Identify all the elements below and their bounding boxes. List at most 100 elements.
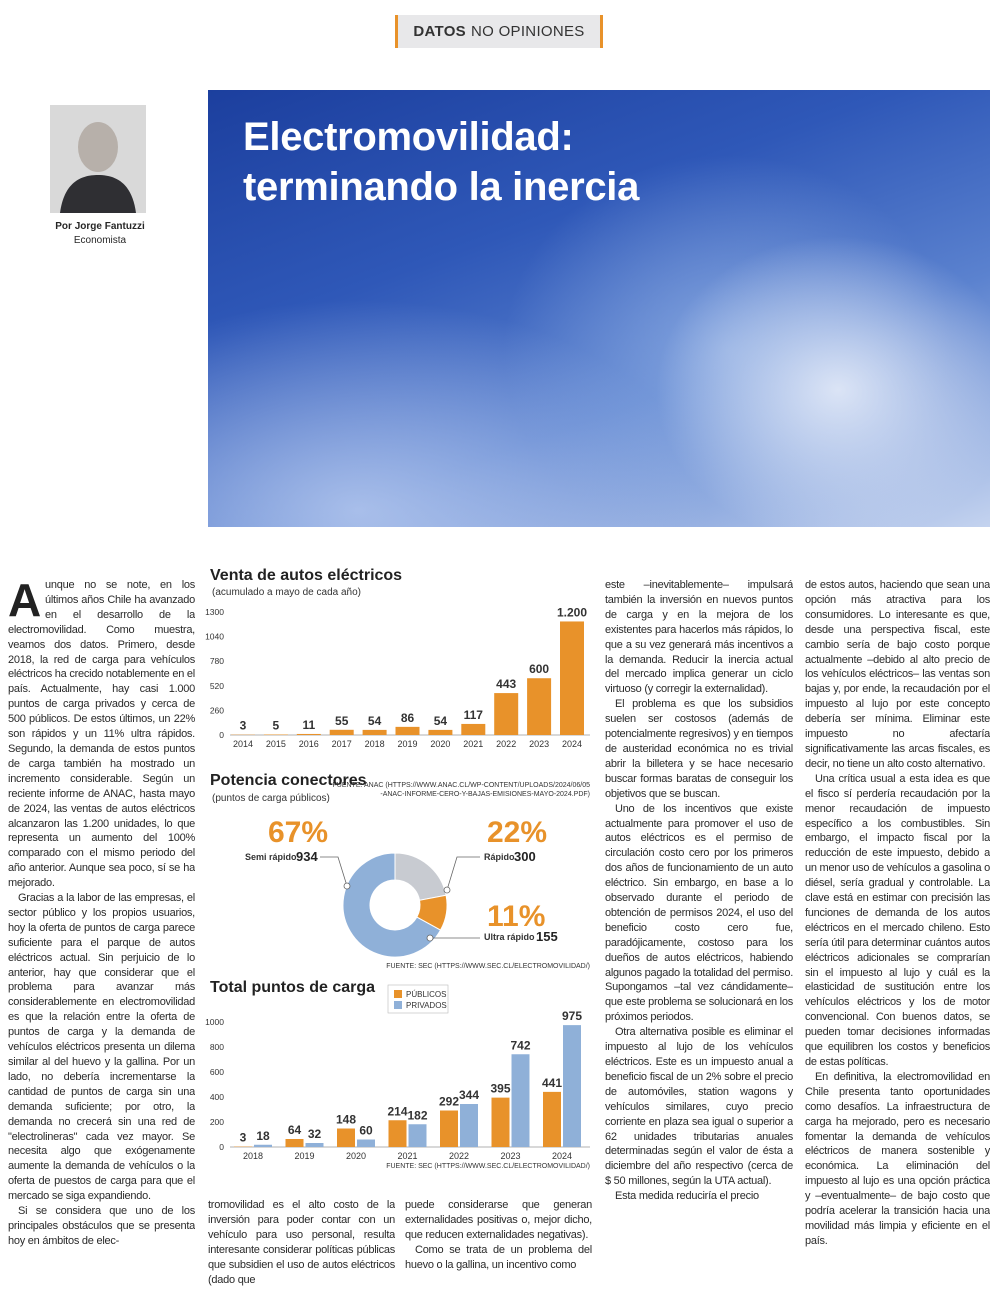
author: Por Jorge Fantuzzi Economista [40,220,160,248]
bar [543,1091,561,1147]
paragraph: Si se considera que uno de los principal… [8,1205,195,1247]
headline-line: Electromovilidad: [243,115,574,159]
paragraph: Gracias a la labor de las empresas, el s… [8,892,195,1203]
chart-source: FUENTE: SEC (HTTPS://WWW.SEC.CL/ELECTROM… [386,1163,590,1170]
count-label: 155 [536,929,558,944]
paragraph: En definitiva, la electromovilidad en Ch… [805,1070,990,1247]
count-label: 934 [296,849,318,864]
x-tick-label: 2020 [430,739,450,749]
section-label: NO OPINIONES [471,23,585,40]
donut-slice [394,852,447,901]
y-tick-label: 520 [210,681,224,691]
bar [560,621,584,735]
hero-image: Electromovilidad: terminando la inercia [208,90,990,527]
value-label: 3 [240,1131,247,1145]
chart-title: Venta de autos eléctricos [210,567,402,584]
category-label: Ultra rápido [484,932,535,942]
author-photo [50,105,146,213]
chart-title: Total puntos de carga [210,979,375,996]
x-tick-label: 2024 [552,1151,572,1161]
value-label: 18 [256,1129,270,1143]
x-tick-label: 2021 [463,739,483,749]
y-tick-label: 1040 [205,632,224,642]
bar [388,1120,407,1147]
y-tick-label: 200 [210,1117,224,1127]
section-header: DATOS NO OPINIONES [395,15,603,48]
value-label: 148 [336,1113,356,1127]
bar [428,729,453,735]
bar [491,1097,510,1147]
paragraph: puede considerarse que generan externali… [405,1199,592,1241]
bar [357,1139,375,1147]
chart-subtitle: (puntos de carga públicos) [212,793,330,804]
value-label: 975 [562,1009,582,1023]
chart-source: FUENTE: ANAC (HTTPS://WWW.ANAC.CL/WP-CON… [333,782,591,789]
value-label: 32 [308,1127,322,1141]
legend-box [387,984,449,1014]
leader-dot [443,886,451,894]
y-tick-label: 800 [210,1042,224,1052]
paragraph: tromovilidad es el alto costo de la inve… [208,1199,395,1286]
value-label: 5 [273,719,280,733]
bar [527,678,552,735]
leader-line [446,856,480,891]
paragraph: este –inevitablemente– impulsará también… [605,579,793,696]
headline-line: terminando la inercia [243,165,640,209]
percent-label: 67% [268,816,328,849]
x-tick-label: 2018 [365,739,385,749]
paragraph: Otra alternativa posible es eliminar el … [605,1026,793,1188]
value-label: 64 [288,1123,302,1137]
bar [337,1128,355,1147]
x-tick-label: 2022 [496,739,516,749]
value-label: 3 [240,719,247,733]
paragraph: El problema es que los subsidios suelen … [605,698,793,800]
y-tick-label: 0 [219,1142,224,1152]
x-tick-label: 2019 [294,1151,314,1161]
paragraph: Como se trata de un problema del huevo o… [405,1243,592,1271]
bar [494,693,519,735]
x-tick-label: 2023 [500,1151,520,1161]
x-tick-label: 2022 [449,1151,469,1161]
y-tick-label: 260 [210,705,224,715]
y-tick-label: 780 [210,656,224,666]
text-column: de estos autos, haciendo que sean una op… [805,578,990,1292]
bar [511,1054,530,1147]
bar [440,1110,458,1147]
legend-label: PÚBLICOS [406,990,446,999]
value-label: 11 [302,718,315,732]
text-column: puede considerarse que generan externali… [405,1198,592,1292]
chart-source: FUENTE: SEC (HTTPS://WWW.SEC.CL/ELECTROM… [386,963,590,970]
x-tick-label: 2016 [299,739,319,749]
y-tick-label: 1000 [205,1017,224,1027]
bar [254,1144,272,1147]
value-label: 742 [510,1038,530,1052]
headline: Electromovilidad: terminando la inercia [243,112,639,212]
section-label-bold: DATOS [413,23,466,40]
value-label: 117 [464,708,484,722]
value-label: 344 [459,1088,479,1102]
value-label: 441 [542,1076,562,1090]
value-label: 214 [387,1104,407,1118]
value-label: 55 [335,714,349,728]
x-tick-label: 2024 [562,739,582,749]
bar [395,726,420,735]
bar [329,729,354,735]
paragraph: unque no se note, en los últimos años Ch… [8,579,195,890]
value-label: 395 [490,1082,510,1096]
legend-label: PRIVADOS [406,1001,447,1010]
x-tick-label: 2015 [266,739,286,749]
value-label: 292 [439,1095,459,1109]
bar [296,733,321,735]
x-tick-label: 2014 [233,739,253,749]
chart-title: Potencia conectores [210,772,367,789]
bar [460,1104,478,1147]
x-tick-label: 2021 [397,1151,417,1161]
leader-dot [343,882,351,890]
bar [563,1025,581,1147]
value-label: 54 [368,714,382,728]
x-tick-label: 2018 [243,1151,263,1161]
value-label: 60 [359,1124,373,1138]
donut-slice [416,894,448,931]
paragraph: Una crítica usual a esta idea es que el … [805,772,990,1068]
